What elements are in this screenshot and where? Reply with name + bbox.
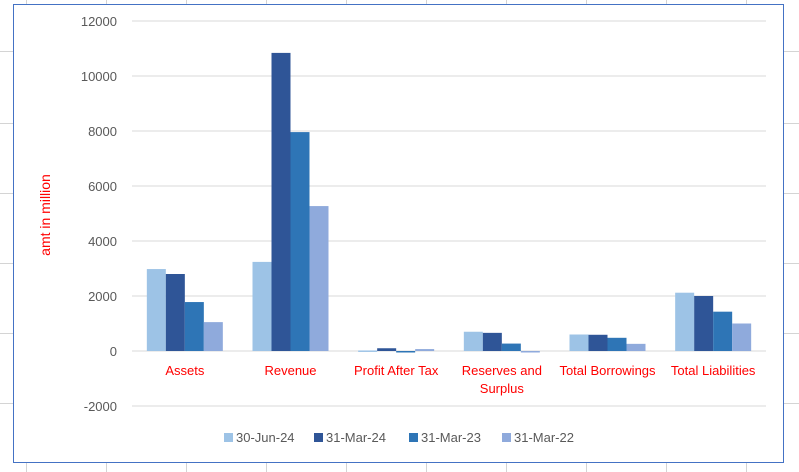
legend-swatch-icon: [502, 433, 511, 442]
bar-31-mar-24[interactable]: [165, 274, 185, 351]
chart-legend: 30-Jun-24 31-Mar-24 31-Mar-23 31-Mar-22: [224, 430, 574, 445]
y-tick-label: 2000: [88, 289, 117, 304]
bar-31-mar-24[interactable]: [694, 296, 714, 351]
bar-30-jun-24[interactable]: [252, 261, 272, 351]
clustered-bar-chart: -2000 0 2000 4000 6000 8000 10000 12000 Assets R…: [37, 14, 766, 445]
legend-label: 31-Mar-23: [421, 430, 481, 445]
category-label: Surplus: [480, 381, 525, 396]
y-tick-label: 10000: [81, 69, 117, 84]
y-tick-label: 12000: [81, 14, 117, 29]
bar-31-mar-22[interactable]: [626, 343, 646, 351]
bar-30-jun-24[interactable]: [675, 292, 695, 351]
y-tick-label: 8000: [88, 124, 117, 139]
bar-31-mar-24[interactable]: [271, 52, 291, 352]
bar-31-mar-23[interactable]: [607, 337, 627, 351]
bar-31-mar-22[interactable]: [203, 322, 223, 351]
y-tick-label: -2000: [84, 399, 117, 414]
bar-series: [146, 52, 752, 353]
legend-swatch-icon: [314, 433, 323, 442]
category-label: Total Liabilities: [671, 363, 756, 378]
bar-31-mar-23[interactable]: [713, 311, 733, 351]
bar-31-mar-24[interactable]: [588, 334, 608, 351]
category-label: Assets: [165, 363, 205, 378]
category-label: Revenue: [264, 363, 316, 378]
bar-31-mar-24[interactable]: [377, 348, 397, 351]
x-axis-category-labels: Assets Revenue Profit After Tax Reserves an…: [165, 363, 756, 396]
y-axis-tick-labels: -2000 0 2000 4000 6000 8000 10000 12000: [81, 14, 117, 414]
legend-label: 30-Jun-24: [236, 430, 295, 445]
category-label: Total Borrowings: [559, 363, 656, 378]
legend-label: 31-Mar-24: [326, 430, 386, 445]
bar-30-jun-24[interactable]: [463, 331, 483, 351]
legend-label: 31-Mar-22: [514, 430, 574, 445]
bar-31-mar-23[interactable]: [501, 343, 521, 351]
y-axis-title: amt in million: [37, 174, 53, 256]
legend-swatch-icon: [224, 433, 233, 442]
bar-30-jun-24[interactable]: [358, 350, 378, 352]
category-label: Profit After Tax: [354, 363, 439, 378]
bar-30-jun-24[interactable]: [569, 334, 589, 352]
category-label: Reserves and: [462, 363, 542, 378]
legend-swatch-icon: [409, 433, 418, 442]
y-tick-label: 0: [110, 344, 117, 359]
bar-31-mar-22[interactable]: [309, 206, 329, 351]
bar-31-mar-23[interactable]: [184, 302, 204, 351]
bar-31-mar-22[interactable]: [732, 323, 752, 352]
y-tick-label: 6000: [88, 179, 117, 194]
y-tick-label: 4000: [88, 234, 117, 249]
bar-31-mar-24[interactable]: [482, 332, 502, 351]
bar-31-mar-22[interactable]: [520, 351, 540, 353]
bar-30-jun-24[interactable]: [146, 269, 166, 351]
chart-area[interactable]: -2000 0 2000 4000 6000 8000 10000 12000 Assets R…: [13, 4, 784, 463]
bar-31-mar-23[interactable]: [396, 351, 416, 353]
bar-31-mar-22[interactable]: [415, 349, 435, 351]
bar-31-mar-23[interactable]: [290, 132, 310, 351]
y-gridlines: [132, 20, 766, 407]
